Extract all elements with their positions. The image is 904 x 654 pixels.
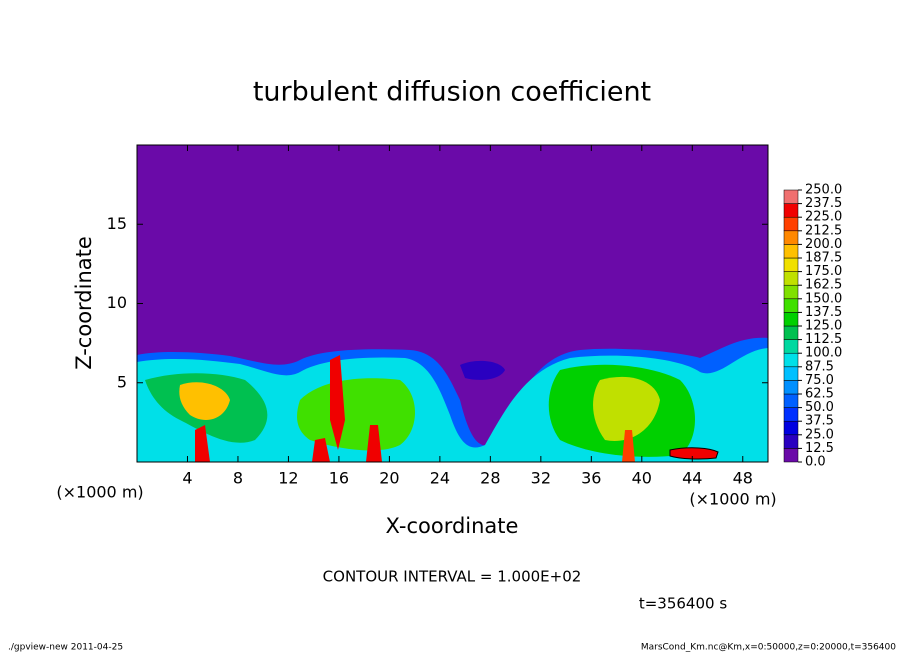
colorbar-box bbox=[783, 298, 799, 313]
colorbar-box bbox=[783, 434, 799, 449]
colorbar-label: 137.5 bbox=[805, 305, 842, 320]
y-tick-label: 15 bbox=[107, 214, 127, 233]
colorbar-label: 75.0 bbox=[805, 373, 834, 388]
colorbar-label: 150.0 bbox=[805, 291, 842, 306]
colorbar-box bbox=[783, 339, 799, 354]
colorbar-box bbox=[783, 407, 799, 422]
colorbar-label: 0.0 bbox=[805, 455, 826, 470]
colorbar-label: 225.0 bbox=[805, 210, 842, 225]
x-tick-label: 12 bbox=[278, 469, 298, 488]
y-axis-title: Z-coordinate bbox=[72, 236, 96, 370]
colorbar-label: 250.0 bbox=[805, 183, 842, 198]
colorbar-box bbox=[783, 352, 799, 368]
colorbar-label: 50.0 bbox=[805, 400, 834, 415]
colorbar-label: 112.5 bbox=[805, 332, 842, 347]
field bbox=[137, 145, 768, 462]
x-tick-label: 16 bbox=[329, 469, 349, 488]
colorbar-label: 125.0 bbox=[805, 319, 842, 334]
colorbar-box bbox=[783, 393, 799, 408]
colorbar-box bbox=[783, 380, 799, 395]
colorbar-box bbox=[783, 420, 799, 436]
colorbar-box bbox=[783, 216, 799, 232]
colorbar-label: 187.5 bbox=[805, 251, 842, 266]
colorbar-label: 212.5 bbox=[805, 223, 842, 238]
x-tick-label: 32 bbox=[531, 469, 551, 488]
colorbar-label: 162.5 bbox=[805, 278, 842, 293]
colorbar-box bbox=[783, 366, 799, 381]
x-tick-label: 36 bbox=[581, 469, 601, 488]
x-tick-label: 40 bbox=[632, 469, 652, 488]
y-tick-label: 5 bbox=[117, 372, 127, 391]
x-tick-label: 8 bbox=[233, 469, 243, 488]
colorbar-label: 37.5 bbox=[805, 414, 834, 429]
x-axis-title: X-coordinate bbox=[386, 514, 519, 538]
colorbar-box bbox=[783, 230, 799, 245]
x-tick-label: 4 bbox=[182, 469, 192, 488]
colorbar-box bbox=[783, 325, 799, 340]
colorbar-box bbox=[783, 189, 799, 204]
colorbar-box bbox=[783, 448, 799, 463]
contour-interval: CONTOUR INTERVAL = 1.000E+02 bbox=[323, 568, 582, 586]
colorbar-label: 237.5 bbox=[805, 196, 842, 211]
footer-right: MarsCond_Km.nc@Km,x=0:50000,z=0:20000,t=… bbox=[641, 643, 896, 653]
x-tick-label: 20 bbox=[379, 469, 399, 488]
colorbar-box bbox=[783, 203, 799, 218]
x-tick-label: 24 bbox=[430, 469, 450, 488]
x-unit: (×1000 m) bbox=[56, 483, 143, 502]
colorbar-label: 200.0 bbox=[805, 237, 842, 252]
colorbar-label: 100.0 bbox=[805, 346, 842, 361]
colorbar-box bbox=[783, 271, 799, 286]
colorbar-box bbox=[783, 244, 799, 259]
colorbar-box bbox=[783, 257, 799, 272]
time-label: t=356400 s bbox=[639, 595, 727, 613]
x-unit: (×1000 m) bbox=[689, 490, 776, 509]
chart-title: turbulent diffusion coefficient bbox=[253, 77, 651, 108]
colorbar-label: 175.0 bbox=[805, 264, 842, 279]
footer-left: ./gpview-new 2011-04-25 bbox=[8, 643, 123, 653]
colorbar-label: 25.0 bbox=[805, 427, 834, 442]
x-tick-label: 44 bbox=[682, 469, 702, 488]
colorbar-box bbox=[783, 284, 799, 300]
colorbar-label: 12.5 bbox=[805, 441, 834, 456]
colorbar-label: 62.5 bbox=[805, 387, 834, 402]
x-tick-label: 48 bbox=[733, 469, 753, 488]
colorbar-box bbox=[783, 312, 799, 327]
y-tick-label: 10 bbox=[107, 293, 127, 312]
x-tick-label: 28 bbox=[480, 469, 500, 488]
colorbar-label: 87.5 bbox=[805, 359, 834, 374]
